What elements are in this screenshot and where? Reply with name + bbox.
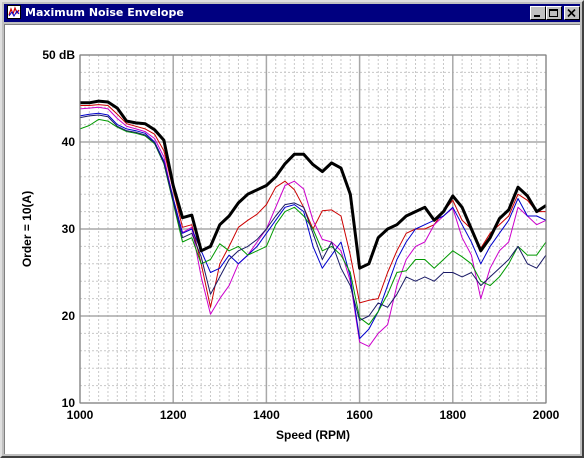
y-tick-label: 20 bbox=[62, 309, 76, 323]
waveform-app-icon[interactable] bbox=[7, 5, 21, 19]
series-line-6 bbox=[79, 114, 547, 321]
maximize-icon bbox=[549, 9, 558, 17]
x-axis-title: Speed (RPM) bbox=[276, 428, 350, 442]
noise-envelope-chart: 10 20 30 40 50 dB 1000 1200 1400 1600 1800 2000 Spe… bbox=[20, 48, 560, 442]
window-title: Maximum Noise Envelope bbox=[25, 6, 184, 19]
title-bar[interactable]: Maximum Noise Envelope bbox=[4, 4, 580, 22]
y-tick-label: 50 dB bbox=[42, 48, 75, 62]
x-tick-label: 1200 bbox=[160, 408, 187, 422]
x-tick-label: 1800 bbox=[439, 408, 466, 422]
chart-area: 10 20 30 40 50 dB 1000 1200 1400 1600 1800 2000 Spe… bbox=[4, 24, 580, 454]
x-tick-label: 1400 bbox=[253, 408, 280, 422]
plot-frame bbox=[79, 54, 547, 404]
x-tick-label: 1600 bbox=[346, 408, 373, 422]
close-button[interactable] bbox=[564, 6, 580, 20]
series-line-4 bbox=[79, 112, 547, 340]
x-tick-label: 2000 bbox=[533, 408, 560, 422]
y-tick-label: 40 bbox=[62, 135, 76, 149]
maximize-button[interactable] bbox=[546, 6, 562, 20]
y-axis-title: Order = 10(A) bbox=[20, 191, 34, 267]
series-line-3 bbox=[79, 106, 547, 347]
y-tick-label: 10 bbox=[62, 396, 76, 410]
minimize-icon bbox=[534, 15, 540, 17]
close-icon bbox=[567, 9, 576, 18]
y-tick-label: 30 bbox=[62, 222, 76, 236]
x-tick-label: 1000 bbox=[67, 408, 94, 422]
series-line-1 bbox=[80, 99, 547, 270]
minimize-button[interactable] bbox=[530, 6, 546, 20]
